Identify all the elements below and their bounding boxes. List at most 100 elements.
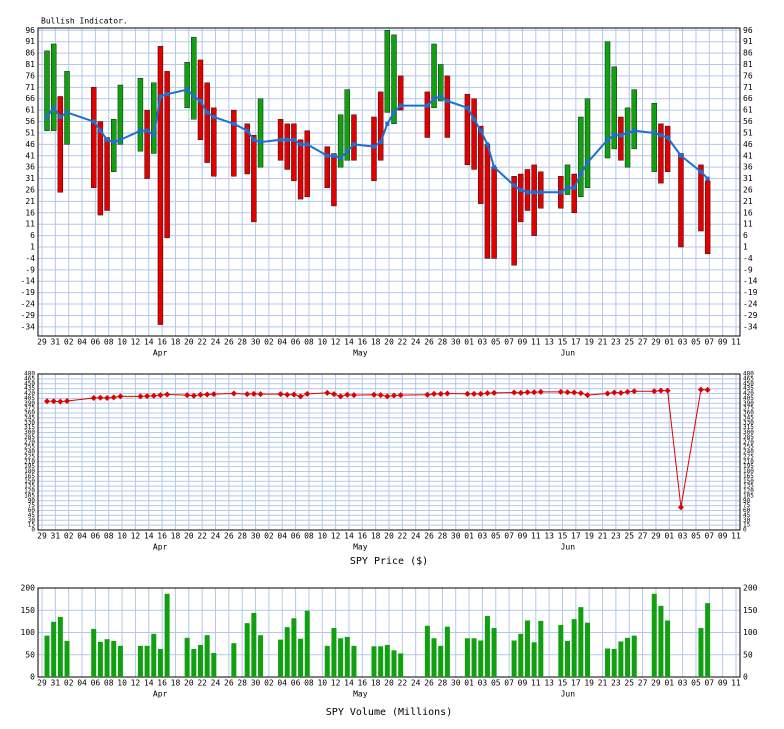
price-marker [190, 392, 197, 399]
indicator-bar [431, 43, 437, 109]
y-tick-label: 255 [24, 444, 35, 451]
x-tick-label: 05 [691, 338, 701, 347]
indicator-marker [305, 142, 310, 147]
volume-bar [44, 635, 50, 677]
indicator-bar [324, 146, 330, 188]
x-tick-label: 29 [651, 338, 661, 347]
price-marker [391, 392, 397, 399]
indicator-bar [397, 75, 404, 111]
indicator-marker [625, 130, 630, 135]
indicator-marker [465, 105, 470, 110]
indicator-bar [511, 176, 517, 266]
indicator-marker [665, 135, 670, 140]
y-tick-label: 46 [25, 140, 35, 149]
y-tick-label: 16 [25, 208, 35, 217]
y-tick-label: 200 [21, 584, 36, 593]
volume-bar [651, 593, 657, 677]
volume-bar [431, 638, 437, 677]
x-tick-label: 09 [718, 532, 728, 541]
y-tick-label-right: -34 [743, 322, 758, 331]
price-marker [337, 393, 344, 400]
x-tick-label: 22 [398, 338, 408, 347]
indicator-marker [245, 128, 250, 133]
indicator-bar [471, 98, 477, 170]
y-tick-label-right: 15 [743, 522, 751, 529]
indicator-bar [664, 125, 671, 172]
x-tick-label: 02 [64, 338, 74, 347]
indicator-marker [678, 153, 683, 158]
volume-bar [331, 628, 337, 677]
x-tick-label: 12 [331, 679, 341, 688]
x-axis-title: SPY Volume (Millions) [326, 707, 452, 718]
indicator-marker [58, 114, 63, 119]
volume-bar [258, 635, 264, 677]
indicator-marker [525, 190, 530, 195]
price-marker [651, 388, 658, 395]
y-tick-label: 45 [28, 512, 36, 519]
x-tick-label: 14 [144, 679, 154, 688]
y-tick-label: -24 [21, 300, 36, 309]
x-tick-label: 09 [718, 338, 728, 347]
y-tick-label-right: 135 [743, 483, 754, 490]
indicator-marker [191, 94, 196, 99]
volume-bar [284, 627, 290, 677]
y-tick-label: 210 [24, 458, 35, 465]
price-marker [370, 391, 377, 398]
y-tick-label: 36 [25, 163, 35, 172]
indicator-marker [605, 137, 610, 142]
y-tick-label-right: 300 [743, 429, 754, 436]
indicator-marker [325, 153, 330, 158]
y-tick-label: 150 [21, 606, 36, 615]
volume-bar [618, 641, 624, 677]
y-tick-label: 405 [24, 395, 35, 402]
indicator-bar [678, 153, 684, 248]
indicator-marker [572, 185, 577, 190]
x-tick-label: 11 [731, 338, 741, 347]
x-tick-label: 15 [558, 338, 568, 347]
x-tick-label: 21 [598, 532, 608, 541]
indicator-bar [304, 130, 310, 198]
y-tick-label-right: 150 [743, 478, 754, 485]
price-marker [631, 388, 638, 395]
volume-bar [524, 620, 530, 677]
indicator-marker [278, 137, 283, 142]
x-tick-label: 01 [664, 338, 674, 347]
price-marker [604, 390, 611, 397]
volume-bar [304, 610, 310, 677]
x-tick-label: 24 [411, 338, 421, 347]
x-tick-label: 26 [424, 532, 434, 541]
price-marker [164, 391, 171, 398]
price-marker [377, 392, 384, 399]
x-tick-label: 06 [91, 338, 101, 347]
volume-bar [611, 648, 617, 677]
indicator-marker [698, 169, 703, 174]
x-tick-label: 07 [504, 679, 514, 688]
volume-bar [444, 626, 450, 677]
x-tick-label: 24 [211, 338, 221, 347]
y-tick-label: 1 [30, 243, 35, 252]
indicator-bar [618, 116, 624, 161]
x-tick-label: 04 [77, 338, 87, 347]
indicator-marker [371, 144, 376, 149]
y-tick-label-right: 100 [743, 628, 758, 637]
volume-bar [324, 645, 330, 677]
price-marker [624, 388, 631, 395]
price-marker [657, 387, 664, 394]
indicator-bar [604, 41, 611, 159]
price-marker [137, 393, 144, 400]
y-tick-label-right: 86 [743, 49, 753, 58]
y-tick-label-right: 105 [743, 492, 754, 499]
indicator-marker [512, 183, 517, 188]
price-marker [384, 393, 391, 400]
x-tick-label: 01 [464, 338, 474, 347]
price-marker [44, 398, 51, 405]
indicator-bar [524, 169, 531, 211]
y-tick-label-right: -29 [743, 311, 758, 320]
indicator-marker [565, 185, 570, 190]
price-marker [117, 393, 124, 400]
x-tick-label: 28 [237, 532, 247, 541]
x-tick-label: 22 [197, 532, 207, 541]
x-tick-label: 31 [51, 532, 61, 541]
price-marker [304, 390, 311, 397]
price-marker [557, 388, 564, 395]
